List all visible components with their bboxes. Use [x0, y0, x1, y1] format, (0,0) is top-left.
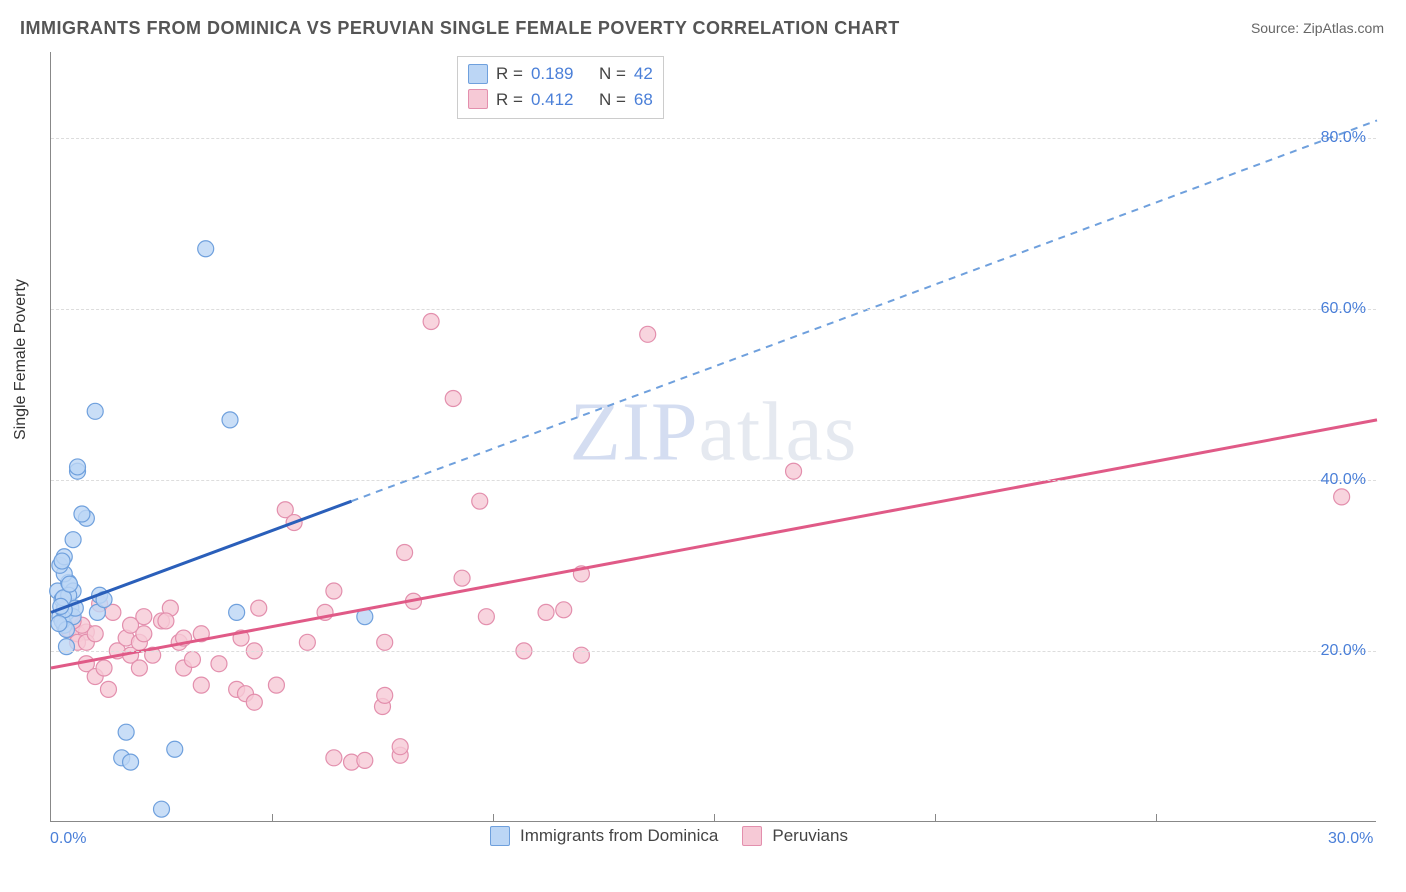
correlation-legend: R = 0.189 N = 42 R = 0.412 N = 68 [457, 56, 664, 119]
swatch-peruvians-2 [742, 826, 762, 846]
legend-row-dominica: R = 0.189 N = 42 [468, 61, 653, 87]
y-axis-label: Single Female Poverty [12, 279, 30, 440]
x-tick-label: 0.0% [50, 830, 86, 848]
gridline [51, 138, 1376, 139]
r-value-peruvians: 0.412 [531, 87, 574, 113]
n-value-dominica: 42 [634, 61, 653, 87]
source-label: Source: [1251, 20, 1299, 36]
x-tick-label: 30.0% [1328, 830, 1373, 848]
legend-label-peruvians: Peruvians [772, 826, 848, 846]
y-tick-label: 20.0% [1321, 642, 1366, 660]
x-tick-mark [272, 814, 273, 822]
legend-item-peruvians: Peruvians [742, 826, 848, 846]
r-value-dominica: 0.189 [531, 61, 574, 87]
legend-item-dominica: Immigrants from Dominica [490, 826, 718, 846]
legend-label-dominica: Immigrants from Dominica [520, 826, 718, 846]
n-value-peruvians: 68 [634, 87, 653, 113]
n-prefix: N = [599, 61, 626, 87]
series-legend: Immigrants from Dominica Peruvians [490, 826, 848, 846]
r-prefix: R = [496, 87, 523, 113]
gridline [51, 309, 1376, 310]
gridline [51, 480, 1376, 481]
scatter-svg [51, 52, 1376, 821]
y-tick-label: 40.0% [1321, 471, 1366, 489]
x-tick-mark [935, 814, 936, 822]
swatch-peruvians [468, 89, 488, 109]
chart-title: IMMIGRANTS FROM DOMINICA VS PERUVIAN SIN… [20, 18, 900, 39]
legend-row-peruvians: R = 0.412 N = 68 [468, 87, 653, 113]
swatch-dominica [468, 64, 488, 84]
gridline [51, 651, 1376, 652]
source-attribution: Source: ZipAtlas.com [1251, 20, 1384, 36]
plot-area: ZIPatlas 20.0%40.0%60.0%80.0% [50, 52, 1376, 822]
y-tick-label: 60.0% [1321, 300, 1366, 318]
x-tick-mark [493, 814, 494, 822]
swatch-dominica-2 [490, 826, 510, 846]
x-tick-mark [714, 814, 715, 822]
x-tick-mark [1156, 814, 1157, 822]
n-prefix: N = [599, 87, 626, 113]
r-prefix: R = [496, 61, 523, 87]
source-link[interactable]: ZipAtlas.com [1303, 20, 1384, 36]
y-tick-label: 80.0% [1321, 129, 1366, 147]
